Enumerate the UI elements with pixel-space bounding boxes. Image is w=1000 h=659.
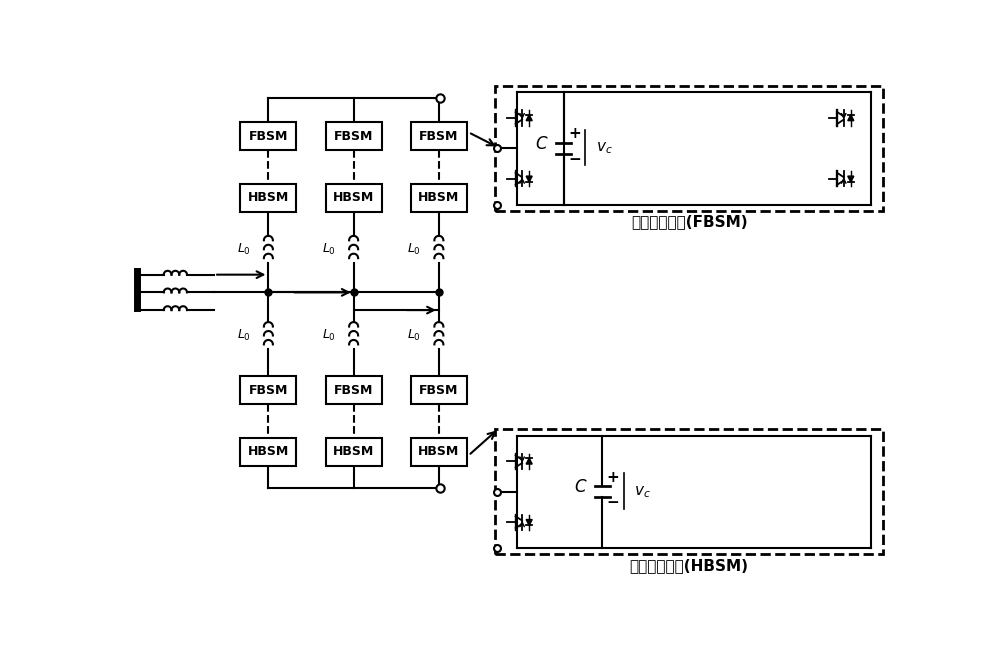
- Text: +: +: [568, 127, 581, 141]
- Text: HBSM: HBSM: [333, 445, 374, 458]
- Bar: [495, 430, 883, 554]
- Text: $L_0$: $L_0$: [237, 242, 251, 257]
- Text: $L_0$: $L_0$: [407, 328, 421, 343]
- Polygon shape: [526, 458, 532, 464]
- Bar: [411, 438, 467, 466]
- Text: HBSM: HBSM: [248, 191, 289, 204]
- Text: FBSM: FBSM: [334, 130, 373, 142]
- Text: $C$: $C$: [574, 478, 587, 496]
- Text: $C$: $C$: [535, 134, 549, 153]
- Text: −: −: [607, 495, 620, 510]
- Bar: [240, 376, 296, 404]
- Bar: [411, 122, 467, 150]
- Polygon shape: [526, 176, 532, 182]
- Bar: [240, 122, 296, 150]
- Text: $L_0$: $L_0$: [322, 242, 336, 257]
- Bar: [240, 184, 296, 212]
- Text: $L_0$: $L_0$: [237, 328, 251, 343]
- Polygon shape: [526, 519, 532, 525]
- Bar: [326, 184, 382, 212]
- Text: HBSM: HBSM: [333, 191, 374, 204]
- Bar: [240, 438, 296, 466]
- Bar: [326, 438, 382, 466]
- Polygon shape: [848, 115, 854, 121]
- Polygon shape: [526, 115, 532, 121]
- Text: HBSM: HBSM: [418, 191, 460, 204]
- Text: +: +: [607, 470, 620, 484]
- Bar: [326, 376, 382, 404]
- Bar: [411, 376, 467, 404]
- Polygon shape: [848, 176, 854, 182]
- Text: FBSM: FBSM: [249, 130, 288, 142]
- Text: FBSM: FBSM: [419, 384, 459, 397]
- Text: FBSM: FBSM: [249, 384, 288, 397]
- Bar: [495, 86, 883, 211]
- Text: 全桥型子模块(FBSM): 全桥型子模块(FBSM): [631, 215, 748, 229]
- Text: HBSM: HBSM: [248, 445, 289, 458]
- Text: $v_c$: $v_c$: [634, 484, 651, 500]
- Text: 半桥型子模块(HBSM): 半桥型子模块(HBSM): [630, 558, 749, 573]
- Text: $L_0$: $L_0$: [322, 328, 336, 343]
- Text: −: −: [568, 152, 581, 167]
- Text: FBSM: FBSM: [419, 130, 459, 142]
- Text: $v_c$: $v_c$: [596, 140, 612, 156]
- Text: HBSM: HBSM: [418, 445, 460, 458]
- Bar: [326, 122, 382, 150]
- Bar: [411, 184, 467, 212]
- Text: FBSM: FBSM: [334, 384, 373, 397]
- Text: $L_0$: $L_0$: [407, 242, 421, 257]
